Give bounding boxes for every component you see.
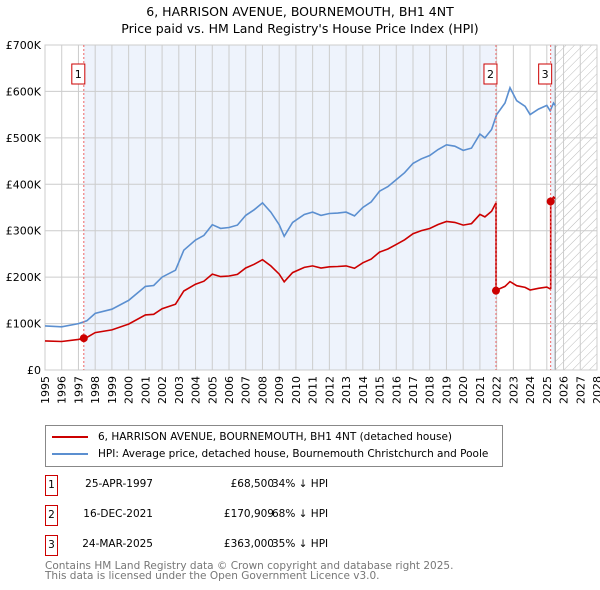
x-tick-label: 2019 xyxy=(440,376,453,404)
sale-point xyxy=(79,334,88,343)
x-tick-label: 1998 xyxy=(89,376,102,404)
y-tick-label: £600K xyxy=(6,85,42,98)
x-tick-label: 2009 xyxy=(273,376,286,404)
sale-point xyxy=(491,286,500,295)
x-tick-label: 2023 xyxy=(507,376,520,404)
y-tick-label: £300K xyxy=(6,225,42,238)
x-tick-label: 2007 xyxy=(240,376,253,404)
x-tick-label: 2001 xyxy=(139,376,152,404)
sale-hpi-diff: 35% ↓ HPI xyxy=(272,538,329,550)
sale-row: 3 24-MAR-2025 £363,000 35% ↓ HPI xyxy=(45,535,365,556)
sale-date: 16-DEC-2021 xyxy=(83,508,153,520)
x-tick-label: 2012 xyxy=(323,376,336,404)
x-tick-label: 1997 xyxy=(72,376,85,404)
sale-price: £363,000 xyxy=(223,538,274,550)
legend-item-hpi: HPI: Average price, detached house, Bour… xyxy=(52,446,488,462)
x-tick-label: 2027 xyxy=(574,376,587,404)
x-tick-label: 1996 xyxy=(56,376,69,404)
chart-subtitle: Price paid vs. HM Land Registry's House … xyxy=(121,21,479,36)
legend-label: 6, HARRISON AVENUE, BOURNEMOUTH, BH1 4NT… xyxy=(98,431,452,443)
sale-date: 25-APR-1997 xyxy=(85,478,153,490)
legend: 6, HARRISON AVENUE, BOURNEMOUTH, BH1 4NT… xyxy=(45,425,503,467)
ownership-shade xyxy=(550,45,556,370)
sale-row: 1 25-APR-1997 £68,500 34% ↓ HPI xyxy=(45,475,365,496)
x-tick-label: 2004 xyxy=(190,376,203,404)
x-tick-label: 2010 xyxy=(290,376,303,404)
x-tick-label: 2013 xyxy=(340,376,353,404)
sale-marker-box xyxy=(538,63,553,85)
sale-date: 24-MAR-2025 xyxy=(82,538,153,550)
y-tick-label: £100K xyxy=(6,318,42,331)
x-tick-label: 2016 xyxy=(390,376,403,404)
x-tick-label: 2021 xyxy=(474,376,487,404)
sale-marker-box xyxy=(71,63,86,85)
x-tick-label: 2002 xyxy=(156,376,169,404)
sale-marker-number: 2 xyxy=(487,68,494,81)
chart-title: 6, HARRISON AVENUE, BOURNEMOUTH, BH1 4NT xyxy=(146,4,454,19)
x-tick-label: 2020 xyxy=(457,376,470,404)
x-tick-label: 2006 xyxy=(223,376,236,404)
y-tick-label: £400K xyxy=(6,178,42,191)
x-tick-label: 2026 xyxy=(558,376,571,404)
sale-price: £170,909 xyxy=(223,508,274,520)
forecast-hatch xyxy=(555,45,597,370)
x-tick-label: 2022 xyxy=(491,376,504,404)
sale-marker-number: 3 xyxy=(542,68,549,81)
y-tick-label: £700K xyxy=(6,39,42,52)
x-tick-label: 2015 xyxy=(374,376,387,404)
x-tick-label: 2017 xyxy=(407,376,420,404)
sale-marker-box xyxy=(483,63,498,85)
x-tick-label: 2008 xyxy=(256,376,269,404)
y-tick-label: £200K xyxy=(6,271,42,284)
sale-hpi-diff: 68% ↓ HPI xyxy=(272,508,329,520)
sale-marker-label: 3 xyxy=(45,535,58,556)
x-tick-label: 2018 xyxy=(424,376,437,404)
x-tick-label: 1995 xyxy=(39,376,52,404)
sale-marker-label: 1 xyxy=(45,475,58,496)
y-tick-label: £0 xyxy=(27,364,41,377)
sale-hpi-diff: 34% ↓ HPI xyxy=(272,478,329,490)
x-tick-label: 2024 xyxy=(524,376,537,404)
legend-swatch xyxy=(52,453,88,455)
sale-marker-number: 1 xyxy=(75,68,82,81)
x-tick-label: 2000 xyxy=(123,376,136,404)
sale-price: £68,500 xyxy=(230,478,274,490)
x-tick-label: 2003 xyxy=(173,376,186,404)
legend-swatch xyxy=(52,436,88,438)
x-tick-label: 2011 xyxy=(307,376,320,404)
x-tick-label: 1999 xyxy=(106,376,119,404)
ownership-shade xyxy=(83,45,496,370)
sale-point xyxy=(546,197,555,206)
sale-marker-label: 2 xyxy=(45,505,58,526)
y-tick-label: £500K xyxy=(6,132,42,145)
x-tick-label: 2014 xyxy=(357,376,370,404)
footer-line: This data is licensed under the Open Gov… xyxy=(45,570,380,582)
x-tick-label: 2025 xyxy=(541,376,554,404)
property-price-line xyxy=(44,195,556,343)
x-tick-label: 2005 xyxy=(206,376,219,404)
hpi-line xyxy=(44,85,556,328)
legend-item-property: 6, HARRISON AVENUE, BOURNEMOUTH, BH1 4NT… xyxy=(52,429,452,445)
price-chart: 1995 1996 1997 1998 1999 2000 2001 2002 2003 2004… xyxy=(6,39,600,404)
x-tick-label: 2028 xyxy=(591,376,600,404)
plot-frame xyxy=(44,44,598,371)
footer-line: Contains HM Land Registry data © Crown c… xyxy=(45,560,454,572)
sale-row: 2 16-DEC-2021 £170,909 68% ↓ HPI xyxy=(45,505,365,526)
legend-label: HPI: Average price, detached house, Bour… xyxy=(98,448,489,460)
